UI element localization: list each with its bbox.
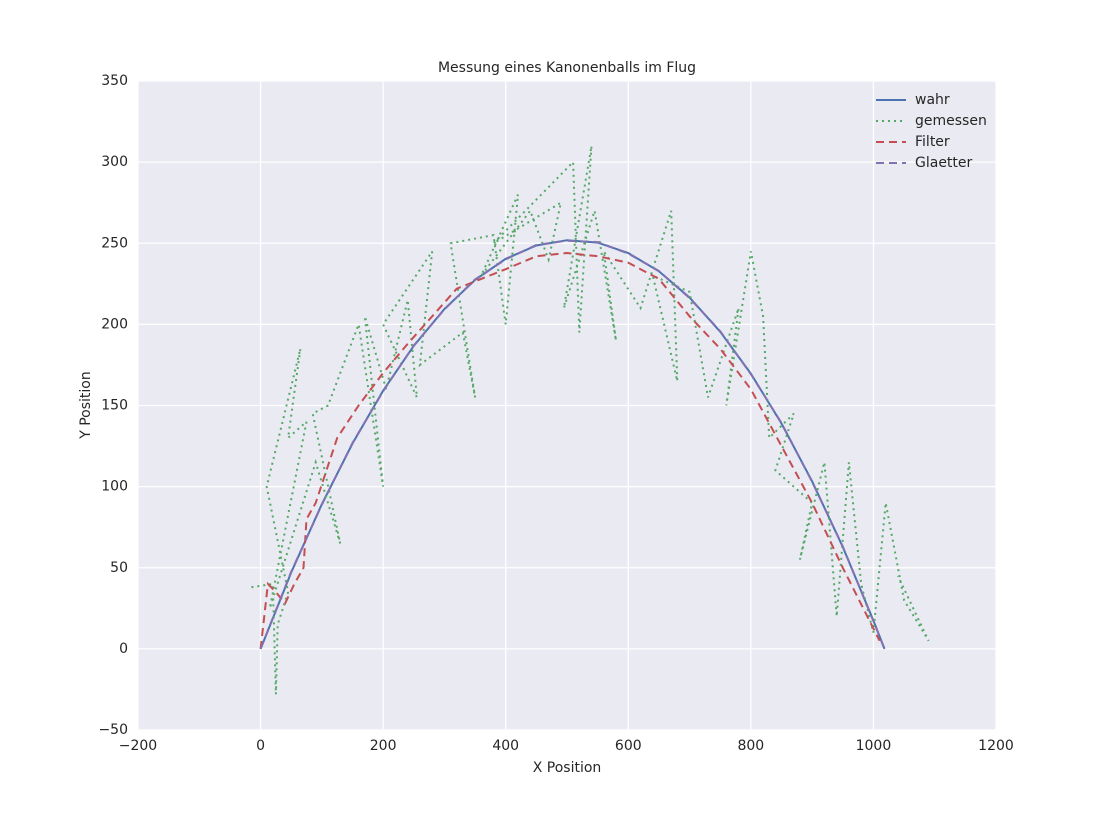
x-tick-label: 400 (492, 738, 519, 754)
x-tick-label: 1000 (856, 738, 892, 754)
x-tick-label: −200 (119, 738, 157, 754)
legend-label: gemessen (915, 113, 987, 129)
x-tick-label: 200 (370, 738, 397, 754)
series-line (259, 251, 881, 650)
x-tick-label: 1200 (978, 738, 1014, 754)
x-tick-label: 0 (256, 738, 265, 754)
y-tick-label: 100 (101, 479, 128, 495)
y-tick-label: 200 (101, 316, 128, 332)
chart-title: Messung eines Kanonenballs im Flug (438, 60, 696, 76)
series-line (259, 239, 886, 650)
legend-label: Glaetter (915, 155, 973, 171)
y-tick-label: 350 (101, 73, 128, 89)
y-tick-label: 50 (110, 560, 128, 576)
y-axis-label: Y Position (78, 371, 94, 440)
x-tick-label: 800 (737, 738, 764, 754)
x-tick-label: 600 (615, 738, 642, 754)
y-tick-label: −50 (98, 722, 128, 738)
legend-label: Filter (915, 134, 950, 150)
y-tick-label: 150 (101, 398, 128, 414)
legend-label: wahr (915, 92, 950, 108)
y-tick-label: 0 (119, 641, 128, 657)
x-axis-label: X Position (533, 760, 602, 776)
y-tick-label: 300 (101, 154, 128, 170)
y-tick-label: 250 (101, 235, 128, 251)
